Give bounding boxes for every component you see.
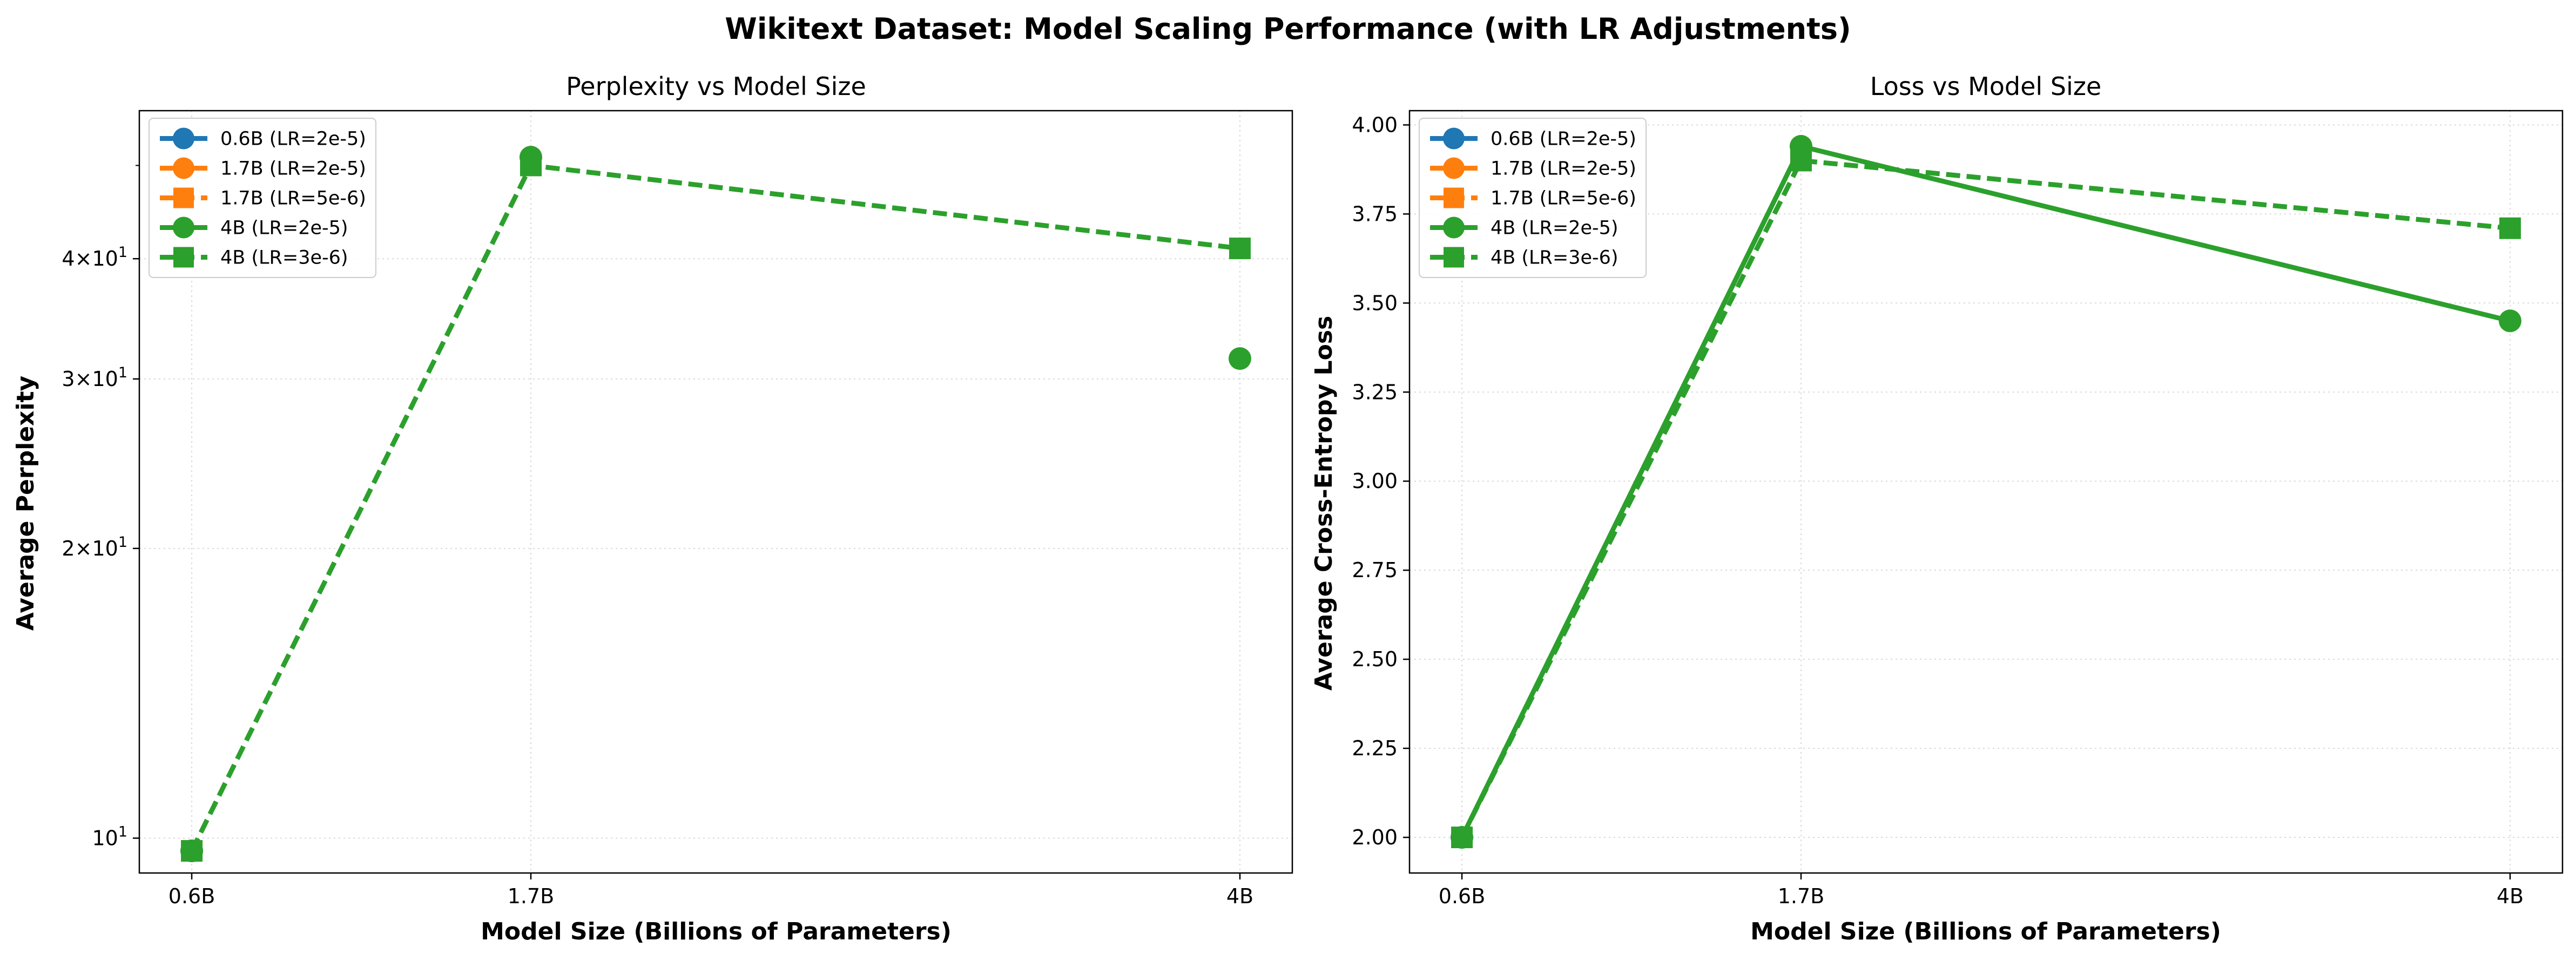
loss-axes-frame [1408,110,2564,874]
perplexity-y-axis-label: Average Perplexity [12,376,39,631]
loss-y-axis-label: Average Cross-Entropy Loss [1310,316,1338,691]
y-tick-base: 10 [92,826,118,850]
perplexity-legend: 0.6B (LR=2e-5) 1.7B (LR=2e-5) 1.7B (LR=5e-… [149,118,376,278]
y-tick-exponent: 1 [118,364,127,381]
x-tick-label: 4B [1226,884,1253,908]
y-tick-base: 10 [92,367,118,391]
y-tick-exponent: 1 [118,823,127,840]
data-point-4b-lr-3e-6 [2499,217,2521,239]
y-tick-label: 3×101 [62,364,127,391]
y-tick-label: 4×101 [62,244,127,270]
y-tick-label: 3.50 [1352,291,1398,315]
y-tick-label: 4.00 [1352,113,1398,137]
data-point-4b-lr-3e-6 [181,840,203,862]
legend-marker [173,157,194,179]
y-tick-label: 2.00 [1352,825,1398,849]
x-tick-label: 0.6B [1439,884,1486,908]
y-tick-base: 10 [92,537,118,560]
perplexity-axes-frame [138,110,1293,874]
loss-legend: 0.6B (LR=2e-5) 1.7B (LR=2e-5) 1.7B (LR=5e-… [1419,118,1647,278]
legend-label: 1.7B (LR=2e-5) [1491,158,1636,180]
x-tick-label: 0.6B [168,884,215,908]
y-tick-label: 3.00 [1352,469,1398,493]
legend-label: 0.6B (LR=2e-5) [1491,128,1636,150]
loss-panel-title: Loss vs Model Size [1870,72,2102,101]
legend-label: 4B (LR=2e-5) [1491,218,1619,239]
y-tick-base: 10 [92,247,118,270]
y-tick-label: 3.25 [1352,380,1398,404]
legend-marker [173,187,194,208]
data-point-4b-lr-3e-6 [1229,238,1251,260]
data-point-4b-lr-3e-6 [520,154,542,177]
x-tick-label: 4B [2497,884,2524,908]
y-tick-label: 2.50 [1352,647,1398,671]
legend-marker [1444,247,1464,268]
y-tick-exponent: 1 [118,244,127,261]
data-point-4b-lr-3e-6 [1451,827,1473,849]
legend-marker [173,216,194,239]
y-tick-coef: 4× [62,247,92,270]
legend-label: 1.7B (LR=5e-6) [220,188,366,209]
y-tick-coef: 3× [62,367,92,391]
legend-marker [1443,127,1465,150]
legend-box [1419,118,1647,278]
legend-label: 4B (LR=3e-6) [1491,247,1619,269]
legend-marker [173,247,194,268]
legend-label: 1.7B (LR=2e-5) [220,158,366,180]
y-tick-label: 2.25 [1352,736,1398,760]
perplexity-x-axis-label: Model Size (Billions of Parameters) [481,918,952,945]
legend-marker [173,127,194,150]
legend-marker [1444,187,1464,208]
legend-marker [1443,157,1465,179]
legend-box [149,118,376,278]
data-point-4b-lr-3e-6 [1790,150,1812,172]
perplexity-panel-title: Perplexity vs Model Size [566,72,866,101]
y-tick-label: 2.75 [1352,558,1398,582]
y-tick-coef: 2× [62,537,92,560]
x-tick-label: 1.7B [1778,884,1825,908]
legend-label: 4B (LR=3e-6) [220,247,348,269]
series-line-4b-lr-3e-6 [1460,158,2511,839]
y-tick-label: 101 [92,823,127,850]
legend-label: 1.7B (LR=5e-6) [1491,188,1636,209]
loss-panel: Loss vs Model Size Model Size (Billions … [1310,72,2564,945]
y-tick-label: 2×101 [62,534,127,560]
figure-suptitle: Wikitext Dataset: Model Scaling Performa… [725,12,1851,46]
loss-plot-area [1451,134,2521,849]
y-tick-label: 3.75 [1352,202,1398,226]
loss-x-axis-label: Model Size (Billions of Parameters) [1750,918,2221,945]
y-tick-exponent: 1 [118,534,127,551]
x-tick-label: 1.7B [508,884,555,908]
perplexity-plot-area [180,146,1251,863]
legend-marker [1443,216,1465,239]
data-point-4b-lr-2e-5 [1228,347,1251,370]
legend-label: 4B (LR=2e-5) [220,218,348,239]
data-point-4b-lr-2e-5 [2498,309,2521,333]
perplexity-panel: Perplexity vs Model Size Model Size (Bil… [12,72,1293,945]
legend-label: 0.6B (LR=2e-5) [220,128,366,150]
